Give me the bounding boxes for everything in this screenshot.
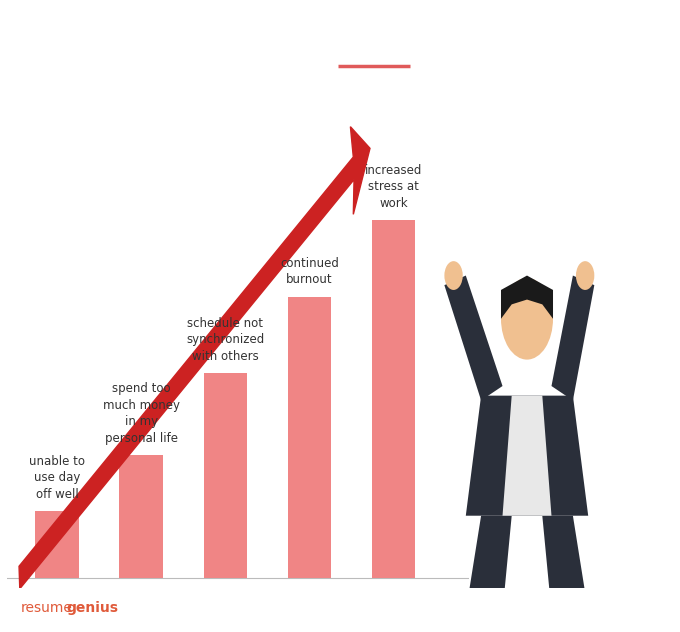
Bar <box>35 511 79 578</box>
Circle shape <box>501 278 553 360</box>
Polygon shape <box>542 516 588 612</box>
Text: 4-day work week: 4-day work week <box>207 72 473 100</box>
Text: genius: genius <box>66 601 118 616</box>
Polygon shape <box>551 276 594 401</box>
Bar <box>372 220 415 578</box>
Bar <box>288 296 331 578</box>
Circle shape <box>445 261 463 290</box>
Text: Ranking of the cons of a: Ranking of the cons of a <box>150 21 530 49</box>
Text: resume: resume <box>20 601 72 616</box>
Text: spend too
much money
in my
personal life: spend too much money in my personal life <box>103 382 180 445</box>
Polygon shape <box>503 396 551 516</box>
Text: continued
burnout: continued burnout <box>280 257 339 286</box>
FancyArrow shape <box>19 126 370 589</box>
Ellipse shape <box>555 612 597 631</box>
Bar <box>120 455 163 578</box>
Bar <box>203 373 248 578</box>
Polygon shape <box>501 276 553 319</box>
Polygon shape <box>466 516 512 612</box>
Text: increased
stress at
work: increased stress at work <box>365 164 422 210</box>
Circle shape <box>576 261 594 290</box>
Text: schedule not
synchronized
with others: schedule not synchronized with others <box>186 317 265 363</box>
Polygon shape <box>466 396 588 516</box>
Text: unable to
use day
off well: unable to use day off well <box>29 455 85 501</box>
Polygon shape <box>445 276 503 401</box>
Ellipse shape <box>460 612 496 631</box>
